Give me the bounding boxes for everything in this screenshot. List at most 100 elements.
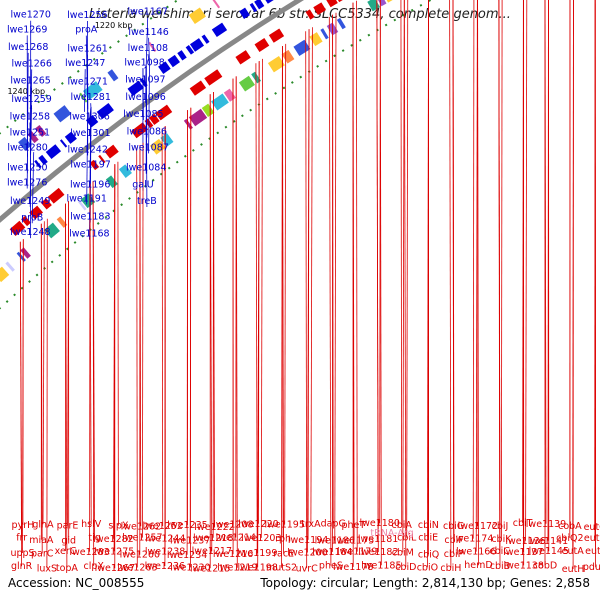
forward-gene-label: lwe1198 (237, 562, 277, 573)
reverse-gene (185, 45, 195, 55)
forward-cog-gene (188, 108, 208, 127)
forward-gene-label: lwe1235 (167, 520, 207, 531)
forward-gene-label: hemD (464, 560, 492, 571)
reverse-cog-gene (212, 0, 221, 9)
reverse-cog-gene (188, 7, 206, 25)
reverse-gene-label: lwe1247 (65, 58, 105, 69)
tick-marks: 1060 kbp1080 kbp1100 kbp1120 kbp1140 kbp… (0, 0, 433, 310)
label-connector (310, 27, 313, 525)
forward-gene-label: topA (56, 563, 79, 574)
reverse-gene-label: lwe1108 (128, 43, 168, 54)
reverse-gene (158, 61, 171, 74)
forward-gene (104, 144, 119, 159)
forward-gene-label: cobA (558, 521, 582, 532)
forward-gene-label: hslV (81, 519, 102, 530)
forward-gene-label: lwe1181 (358, 534, 398, 545)
label-connector (86, 109, 89, 205)
forward-gene-label: rph (275, 533, 291, 544)
forward-gene-label: lwe1137 (503, 547, 543, 558)
reverse-gene (239, 7, 250, 19)
reverse-gene-label: lwe1248 (10, 227, 50, 238)
forward-gene-label: lwe1174 (453, 534, 493, 545)
reverse-gene-label: galU (132, 180, 153, 191)
forward-cog-gene (80, 193, 96, 209)
reverse-gene (96, 103, 114, 120)
reverse-gene-label: lwe1259 (11, 94, 51, 105)
reverse-gene-label: lwe1251 (10, 127, 50, 138)
reverse-gene-label: lwe1183 (70, 212, 110, 223)
forward-gene-label: eutC (584, 522, 600, 533)
reverse-gene-label: lwe1280 (7, 142, 47, 153)
label-connector (260, 58, 263, 538)
forward-cog-gene (5, 261, 15, 272)
forward-gene-label: cobD (533, 561, 557, 572)
reverse-gene (34, 159, 42, 169)
forward-gene-label: lwe1257 (122, 533, 162, 544)
reverse-gene-label: lwe1191 (66, 193, 106, 204)
reverse-gene (249, 2, 258, 13)
reverse-cog-gene (18, 136, 32, 151)
label-connector (281, 46, 283, 568)
forward-gene (189, 80, 207, 96)
reverse-gene (64, 131, 77, 144)
label-connector (452, 0, 455, 555)
forward-gene-label: clpX (83, 561, 104, 572)
forward-gene-label: eutH (562, 564, 585, 575)
forward-gene-label: cbiN (418, 520, 439, 531)
forward-cog-gene (281, 49, 295, 64)
forward-gene-label: cbiT (513, 518, 533, 529)
reverse-gene-label: proB (21, 212, 43, 223)
reverse-gene-label: lwe1146 (128, 27, 168, 38)
reverse-gene-label: lwe1270 (10, 10, 50, 21)
label-lines (19, 0, 596, 570)
forward-gene-label: lwe1141 (528, 536, 568, 547)
label-connector (117, 161, 119, 526)
label-connector (42, 221, 45, 525)
forward-gene (21, 215, 31, 227)
forward-gene-label: glnR (11, 561, 33, 572)
reverse-gene-label: lwe1087 (128, 142, 168, 153)
label-connector (284, 43, 287, 525)
reverse-gene-label: lwe1250 (7, 162, 47, 173)
label-connector (402, 0, 405, 553)
label-connector (426, 0, 429, 568)
forward-gene-label: lwe1145 (529, 546, 569, 557)
forward-gene-label: cbiQ (418, 549, 439, 560)
label-connector (406, 0, 409, 538)
forward-cog-gene (56, 216, 68, 228)
label-connector (525, 0, 528, 541)
reverse-gene-label: lwe1281 (70, 92, 110, 103)
forward-gene-label: lwe1237 (170, 535, 210, 546)
forward-cog-gene (118, 164, 132, 178)
label-connector (305, 31, 308, 569)
reverse-cog-gene (79, 92, 88, 103)
reverse-gene-label: lwe1271 (67, 77, 107, 88)
forward-cog-gene (267, 55, 285, 73)
forward-gene-label: lwe1186 (315, 536, 355, 547)
forward-cog-gene (320, 28, 329, 40)
forward-gene (305, 9, 315, 20)
forward-gene-label: cbiP (444, 549, 464, 560)
label-connector (147, 54, 150, 64)
label-connector (449, 0, 452, 568)
label-connector (500, 0, 503, 539)
forward-cog-gene (201, 103, 215, 118)
forward-gene-label: lwe1175 (334, 535, 374, 546)
forward-gene (313, 2, 327, 15)
reverse-gene-label: proA (75, 25, 98, 36)
label-connector (19, 241, 22, 567)
label-connector (65, 203, 68, 568)
forward-gene-label: lwe1179 (337, 547, 377, 558)
forward-gene-label: lwe1236 (145, 561, 185, 572)
forward-gene-label: cbiC (489, 546, 510, 557)
forward-gene (235, 50, 251, 65)
forward-gene (89, 159, 100, 171)
reverse-cog-gene (82, 81, 103, 100)
reverse-gene-label: treB (137, 196, 157, 207)
label-connector (136, 147, 138, 568)
label-connector (235, 76, 238, 568)
reverse-gene-label: lwe1269 (7, 24, 47, 35)
reverse-gene-label: lwe1168 (69, 229, 109, 240)
reverse-gene-label: lwe1242 (67, 144, 107, 155)
